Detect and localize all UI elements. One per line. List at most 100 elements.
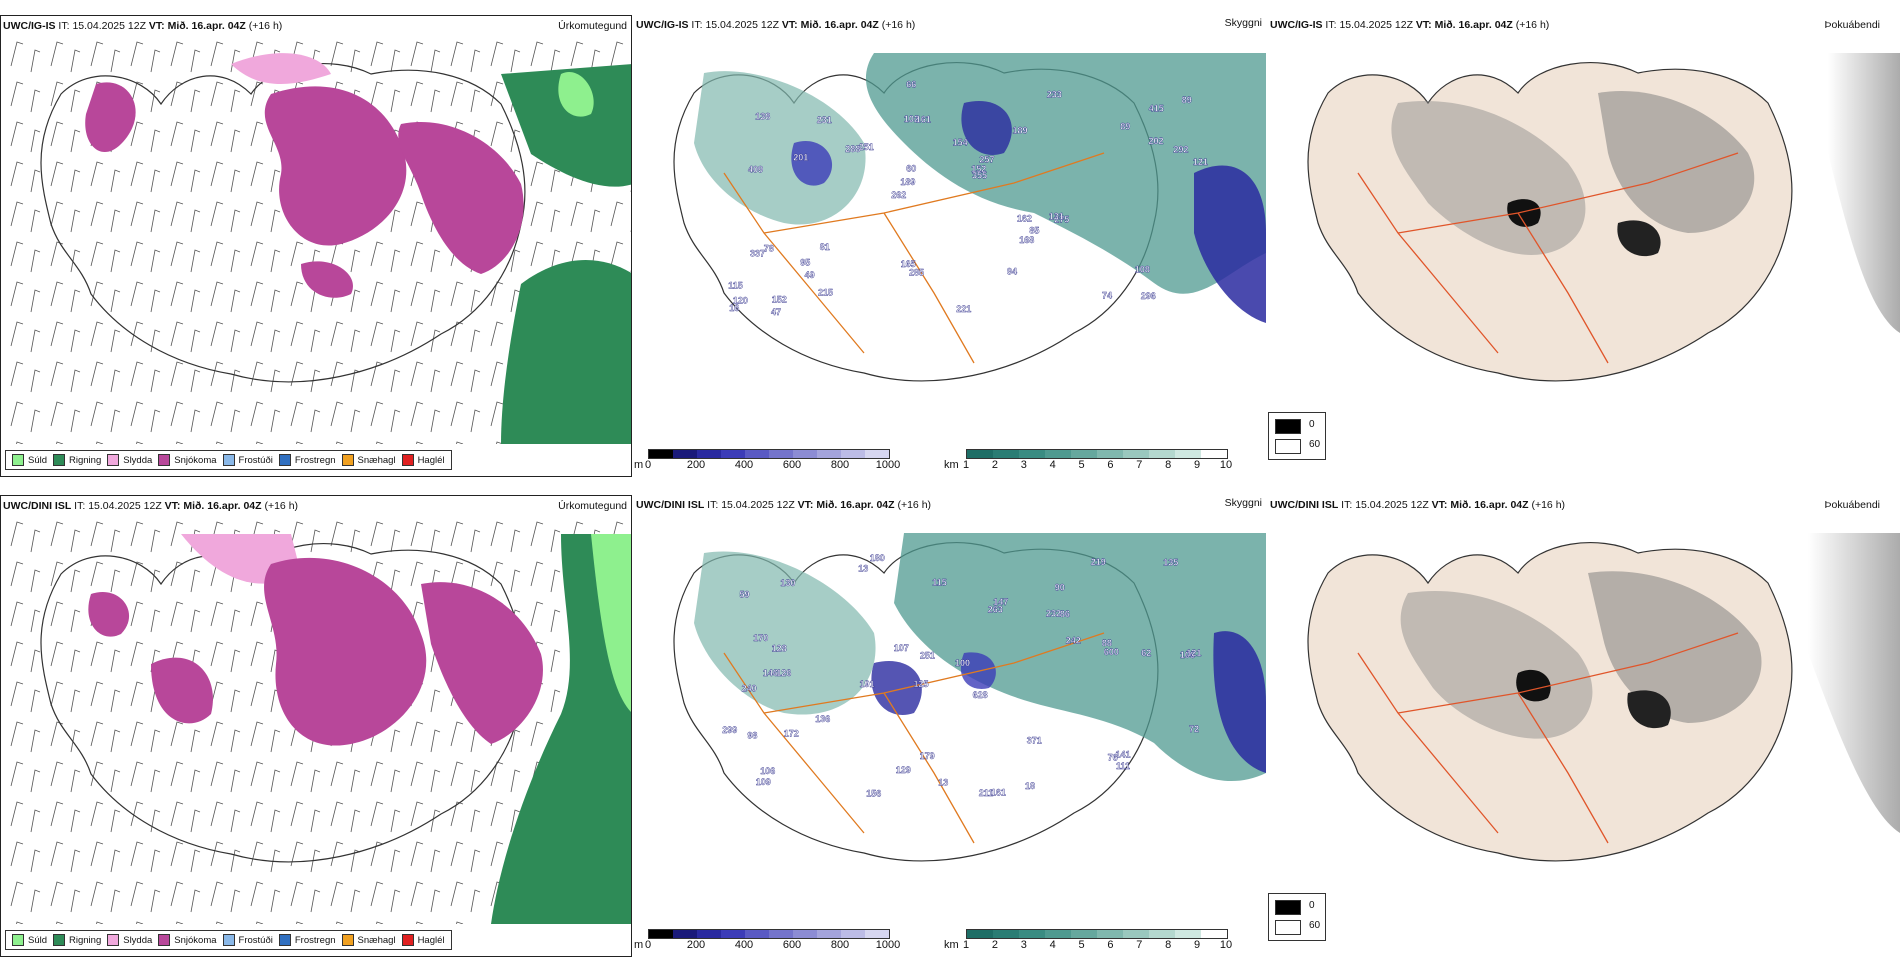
legend-swatch — [401, 934, 414, 946]
legend-swatch — [401, 454, 414, 466]
colorbar-unit: km — [944, 459, 959, 471]
legend-label: Súld — [28, 454, 48, 466]
legend-item: Slydda — [107, 454, 152, 466]
legend-swatch — [107, 454, 120, 466]
ceiling-value: 179 — [920, 751, 935, 761]
ceiling-value: 13 — [858, 564, 868, 574]
colorbar-bin — [1123, 450, 1149, 458]
ceiling-value: 152 — [772, 295, 787, 305]
visibility-colorbar: km 1 2 3 4 5 6 7 8 9 10 — [944, 929, 1234, 953]
ceiling-value: 108 — [1135, 265, 1150, 275]
colorbar-bin — [993, 930, 1019, 938]
ceiling-value: 16 — [729, 303, 739, 313]
colorbar-strip — [966, 929, 1228, 939]
colorbar-bin — [1175, 930, 1201, 938]
legend-label: Frostúði — [238, 454, 273, 466]
panel-type-label: Þokuábendi — [1824, 499, 1880, 511]
ceiling-value: 121 — [1193, 157, 1208, 167]
ceiling-value: 47 — [771, 307, 781, 317]
legend-label: Snjókoma — [174, 454, 217, 466]
colorbar-bin — [673, 450, 697, 458]
colorbar-bin — [745, 930, 769, 938]
legend-swatch — [158, 934, 171, 946]
colorbar-unit: km — [944, 939, 959, 951]
precip-map — [1, 34, 631, 444]
ceiling-value: 130 — [780, 578, 795, 588]
panel-header: UWC/IG-IS IT: 15.04.2025 12Z VT: Mið. 16… — [1270, 19, 1550, 31]
legend-swatch — [222, 934, 235, 946]
ceiling-value: 299 — [722, 725, 737, 735]
ceiling-value: 95 — [800, 257, 810, 267]
colorbar-tick: 200 — [686, 459, 706, 471]
ceiling-value: 221 — [956, 304, 971, 314]
colorbar-bin — [817, 930, 841, 938]
ceiling-value: 138 — [755, 112, 770, 122]
visibility-colorbar: km 1 2 3 4 5 6 7 8 9 10 — [944, 449, 1234, 473]
colorbar-bin — [745, 450, 769, 458]
ceiling-value: 18 — [1025, 781, 1035, 791]
colorbar-bin — [1149, 450, 1175, 458]
colorbar-bin — [1201, 450, 1227, 458]
legend-item: Frostregn — [278, 454, 336, 466]
legend-swatch — [278, 934, 291, 946]
legend-label: Slydda — [123, 934, 153, 946]
colorbar-tick: 4 — [1049, 939, 1056, 951]
legend-swatch — [12, 454, 24, 466]
colorbar-bin — [769, 930, 793, 938]
panel-type-label: Skyggni — [1224, 17, 1262, 29]
legend-label: Frostregn — [294, 934, 336, 946]
colorbar-bin — [649, 450, 673, 458]
legend-label: Frostúði — [238, 934, 273, 946]
colorbar-tick: 7 — [1136, 939, 1143, 951]
colorbar-tick: 3 — [1020, 459, 1027, 471]
ceiling-value: 102 — [904, 114, 919, 124]
legend-swatch — [341, 934, 354, 946]
fog-map — [1268, 33, 1900, 443]
ceiling-value: 86 — [1060, 609, 1070, 619]
colorbar-bin — [1045, 930, 1071, 938]
legend-swatch — [107, 934, 120, 946]
ceiling-labels: 180 90 106 125 628 126 59 232 240 263 100 109 13 191 2… — [722, 553, 1202, 799]
panel-header: UWC/IG-IS IT: 15.04.2025 12Z VT: Mið. 16… — [636, 19, 916, 31]
panel-type-label: Skyggni — [1224, 497, 1262, 509]
ceiling-value: 152 — [971, 164, 986, 174]
colorbar-tick: 9 — [1194, 459, 1201, 471]
cloud-map: 296 409 415 262 189 152 102 154 78 251 115 49 161 257… — [634, 33, 1266, 443]
colorbar-tick: 2 — [991, 939, 998, 951]
legend-item: Frostúði — [222, 934, 273, 946]
colorbar-tick: 600 — [782, 459, 802, 471]
colorbar-tick: 2 — [991, 459, 998, 471]
legend-item: Snjókoma — [158, 934, 217, 946]
colorbar-bin — [865, 930, 889, 938]
colorbar-bin — [993, 450, 1019, 458]
panel-type-label: Úrkomutegund — [558, 20, 627, 32]
ceiling-value: 13 — [938, 777, 948, 787]
colorbar-strip — [648, 929, 890, 939]
ceiling-value: 121 — [1186, 648, 1201, 658]
ceiling-value: 189 — [900, 177, 915, 187]
ceiling-value: 88 — [1102, 638, 1112, 648]
colorbar-tick: 0 — [644, 939, 652, 951]
ceiling-value: 94 — [1007, 267, 1017, 277]
legend-item: Snæhagl — [341, 454, 396, 466]
ceiling-value: 296 — [1141, 291, 1156, 301]
precip-map — [1, 514, 631, 924]
ceiling-value: 106 — [1180, 650, 1195, 660]
colorbar-tick: 1 — [962, 939, 970, 951]
legend-swatch — [222, 454, 235, 466]
ceiling-value: 100 — [955, 658, 970, 668]
colorbar-unit: m — [634, 939, 644, 951]
ceiling-value: 161 — [916, 115, 931, 125]
precip-legend: Súld Rigning Slydda Snjókoma Frostúði Frostre… — [5, 930, 452, 950]
ceiling-value: 231 — [817, 115, 832, 125]
ceiling-value: 109 — [756, 777, 771, 787]
legend-item: Frostúði — [222, 454, 273, 466]
ceiling-value: 211 — [979, 788, 994, 798]
colorbar-bin — [697, 450, 721, 458]
ceiling-value: 242 — [1066, 636, 1081, 646]
legend-item: Súld — [12, 934, 47, 946]
legend-label: Rigning — [69, 454, 102, 466]
ceiling-value: 66 — [906, 80, 916, 90]
ceiling-value: 72 — [1189, 724, 1199, 734]
colorbar-bin — [1201, 930, 1227, 938]
